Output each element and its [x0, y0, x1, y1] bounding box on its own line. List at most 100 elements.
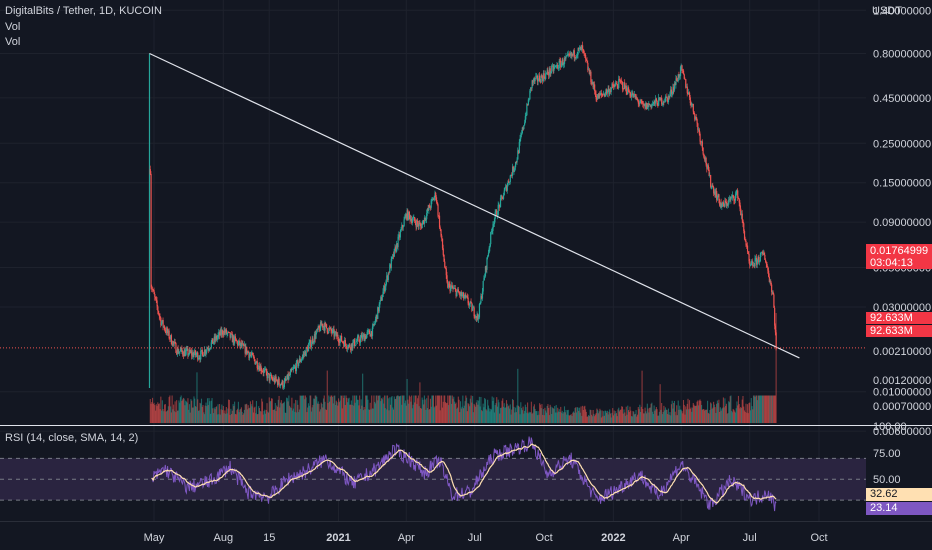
candle-body [155, 298, 157, 301]
volume-bar [280, 400, 282, 423]
candle-body [322, 326, 325, 328]
candle-body [293, 367, 295, 369]
volume-bar [633, 411, 635, 423]
volume-bar [413, 395, 415, 423]
candle-body [563, 57, 566, 64]
candle-body [614, 84, 616, 88]
candle-body [676, 78, 678, 81]
volume-bar [271, 398, 273, 423]
volume-bar [203, 412, 205, 423]
volume-bar [182, 399, 184, 423]
volume-bar [549, 404, 551, 423]
candle-body [307, 347, 309, 352]
volume-legend-2[interactable]: Vol [5, 36, 21, 48]
volume-bar [351, 404, 353, 423]
candle-body [214, 336, 216, 341]
candle-body [771, 291, 774, 293]
candle-body [609, 90, 611, 95]
candle-body [668, 96, 670, 98]
volume-bar [239, 409, 241, 423]
volume-bar [295, 399, 297, 423]
volume-bar [659, 384, 661, 423]
volume-bar [209, 401, 211, 423]
volume-bar [298, 412, 300, 423]
candle-body [681, 65, 683, 70]
candle-body [328, 328, 330, 333]
candle-body [154, 294, 156, 298]
candle-body [493, 223, 495, 225]
rsi-legend[interactable]: RSI (14, close, SMA, 14, 2) [5, 432, 139, 444]
volume-bar [226, 413, 228, 423]
volume-bar [258, 408, 261, 423]
volume-bar [225, 413, 227, 423]
candle-body [336, 334, 338, 337]
volume-bar [158, 404, 160, 423]
candle-body [507, 181, 509, 186]
candle-body [734, 200, 736, 202]
candle-body [299, 358, 301, 362]
candle-body [743, 223, 745, 231]
volume-bar [335, 400, 337, 423]
candle-body [277, 378, 279, 386]
volume-bar [584, 405, 586, 423]
volume-legend-1[interactable]: Vol [5, 21, 21, 33]
candle-body [216, 337, 218, 340]
volume-bar [149, 399, 151, 423]
candle-body [321, 323, 323, 326]
volume-bar [652, 411, 654, 423]
volume-bar [228, 399, 230, 423]
volume-bar [161, 400, 163, 423]
candle-body [335, 331, 337, 337]
candle-body [560, 63, 563, 68]
volume-bar [668, 414, 670, 423]
volume-bar [555, 404, 557, 423]
volume-bar [261, 398, 263, 423]
candle-body [234, 336, 237, 339]
candle-body [396, 243, 398, 252]
volume-bar [513, 406, 515, 423]
candle-body [766, 264, 768, 267]
candle-body [453, 288, 456, 289]
volume-bar [634, 413, 636, 423]
volume-bar [704, 409, 706, 423]
volume-bar [262, 414, 264, 423]
volume-bar [300, 395, 302, 423]
volume-bar [315, 395, 317, 423]
volume-bar [360, 399, 362, 423]
candle-body [705, 157, 707, 165]
volume-bar [346, 397, 348, 423]
candle-body [330, 327, 332, 332]
volume-bar [472, 412, 474, 423]
volume-bar [206, 406, 208, 423]
candle-body [219, 329, 221, 336]
candle-body [380, 297, 383, 301]
candle-body [356, 337, 359, 342]
candle-body [481, 291, 484, 299]
volume-bar [603, 411, 605, 423]
candle-body [401, 225, 403, 230]
candle-body [344, 339, 346, 344]
volume-bar [591, 416, 593, 423]
candle-body [301, 356, 304, 359]
symbol-legend[interactable]: DigitalBits / Tether, 1D, KUCOIN [5, 5, 162, 17]
volume-bar [457, 396, 459, 423]
volume-bar [241, 411, 243, 423]
volume-bar [653, 405, 655, 423]
candle-body [750, 262, 752, 266]
candle-body [660, 97, 662, 101]
volume-bar [464, 401, 466, 423]
candle-body [249, 354, 251, 358]
volume-bar [216, 406, 218, 423]
volume-bar [277, 399, 279, 423]
volume-bar [679, 409, 682, 423]
candle-body [344, 339, 346, 347]
volume-bar [347, 402, 349, 423]
candle-body [641, 101, 643, 104]
candle-body [434, 192, 436, 198]
candle-body [758, 257, 760, 262]
volume-bar [465, 395, 467, 423]
volume-bar [463, 405, 465, 423]
volume-bar [429, 409, 431, 423]
volume-bar [640, 411, 642, 423]
